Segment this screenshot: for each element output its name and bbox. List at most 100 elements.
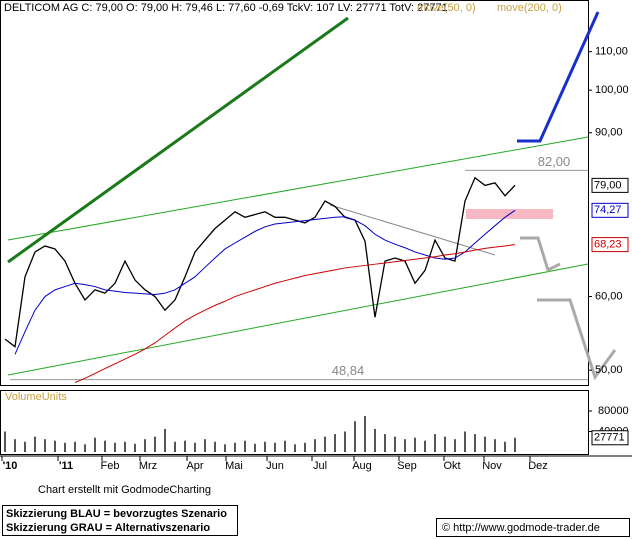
volume-bar [14,439,16,452]
x-tick-label: Apr [186,460,203,472]
volume-bar [64,442,66,452]
series-line [4,176,516,348]
x-tick-label: Feb [101,460,120,472]
x-tick-label: '11 [59,460,73,472]
y-tick-label: 100,00 [595,84,629,96]
legend-ma200: move(200, 0) [497,2,562,14]
volume-bar [184,440,186,452]
volume-bar [364,416,366,452]
channel-upper [7,136,589,241]
volume-bar [314,439,316,452]
volume-bar [164,428,166,452]
volume-bar [444,436,446,452]
blue-scenario [517,11,600,143]
volume-bar [234,442,236,452]
x-tick-label: Aug [352,460,372,472]
volume-bar [44,439,46,452]
resistance-line [329,204,496,256]
level-label: 48,84 [332,363,365,378]
volume-bar [134,443,136,452]
volume-bar [254,443,256,452]
x-tick-label: '10 [3,460,18,472]
volume-bar [474,434,476,452]
volume-bar [204,439,206,452]
channel-lower [7,263,589,376]
credit: Chart erstellt mit GodmodeCharting [38,484,211,496]
x-tick-label: Nov [482,460,502,472]
volume-bar [514,437,516,452]
x-tick-label: Dez [528,460,548,472]
level-label: 82,00 [538,154,571,169]
y-tick-label: 80000 [598,405,629,417]
volume-bar [354,421,356,452]
volume-bar [504,441,506,452]
note-blue: Skizzierung BLAU = bevorzugtes Szenario [6,508,227,520]
volume-bar [224,444,226,452]
volume-bar [74,441,76,452]
volume-bar [144,439,146,452]
volume-bar [154,436,156,452]
volume-bar [274,442,276,452]
volume-bar [414,437,416,452]
legend-ma50: move(50, 0) [417,2,476,14]
volume-bar [344,431,346,452]
volume-bar [24,441,26,452]
volume-bar [214,441,216,452]
volume-bar [264,441,266,452]
last-volume-box [591,430,629,446]
volume-bar [454,439,456,452]
volume-bar [4,431,6,452]
volume-bar [434,434,436,452]
y-tick-label: 90,00 [595,127,623,139]
volume-bar [404,439,406,452]
last-value-box [591,237,629,253]
grey-scenario-1 [520,236,561,273]
volume-bar [424,440,426,452]
volume-bar [194,442,196,452]
last-volume-label: 27771 [594,432,625,444]
trend-line [7,16,349,264]
x-tick-label: Jun [266,460,284,472]
volume-bar [484,436,486,452]
volume-bar [304,442,306,452]
volume-pane [0,390,589,455]
price-pane [0,0,589,386]
volume-bar [284,440,286,452]
x-tick-label: Okt [443,460,460,472]
url-box [436,518,630,537]
grey-scenario-2 [537,298,617,381]
last-value-box [591,177,629,193]
volume-bar [104,440,106,452]
last-value-box [591,202,629,218]
volume-bar [324,436,326,452]
last-value-label: 68,23 [594,239,622,251]
series-line [74,244,516,383]
volume-bar [174,441,176,452]
volume-bar [94,437,96,452]
volume-bar [464,431,466,452]
y-tick-label: 60,00 [595,290,623,302]
volume-bar [294,444,296,452]
volume-bar [54,440,56,452]
last-value-label: 74,27 [594,204,622,216]
x-tick-label: Mrz [139,460,157,472]
volume-bar [124,441,126,452]
volume-bar [34,436,36,452]
note-grey: Skizzierung GRAU = Alternativszenario [6,522,210,534]
note-box [2,505,238,536]
volume-bar [84,444,86,452]
x-tick-label: Jul [313,460,327,472]
volume-bar [244,440,246,452]
y-tick-label: 110,00 [595,46,628,58]
x-tick-label: Mai [225,460,243,472]
last-value-label: 79,00 [594,179,622,191]
header-title: DELTICOM AG C: 79,00 O: 79,00 H: 79,46 L… [4,2,448,14]
y-tick-label: 50,00 [595,364,623,376]
volume-bar [114,442,116,452]
volume-bar [394,436,396,452]
volume-bar [384,434,386,452]
marks: 50,00 60,00 90,00 100,00 110,00 82,00 48,84 79,… [1,46,629,472]
url: © http://www.godmode-trader.de [442,522,600,534]
